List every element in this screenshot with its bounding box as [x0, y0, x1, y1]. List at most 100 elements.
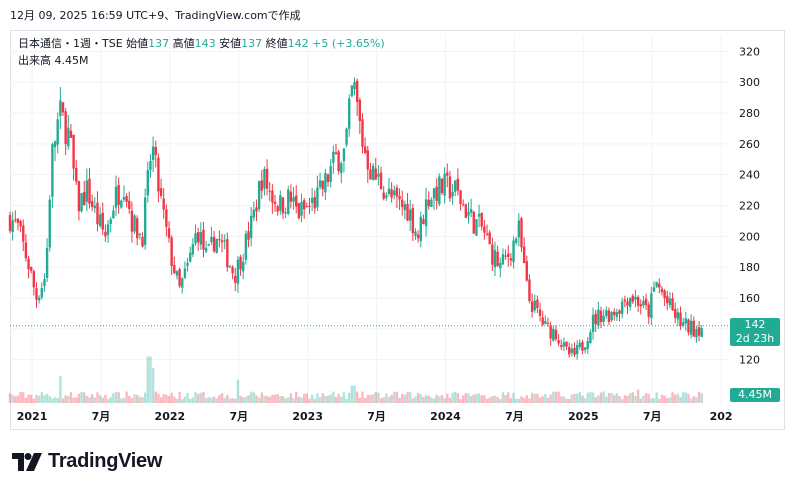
volume-bar: [509, 398, 513, 403]
volume-bar: [318, 397, 322, 403]
candle-body: [128, 200, 131, 210]
volume-bar: [273, 394, 277, 403]
candle-body: [56, 119, 59, 145]
volume-bar: [8, 393, 12, 403]
ohlc-legend: 日本通信・1週・TSE 始値137 高値143 安値137 終値142 +5 (…: [18, 35, 385, 51]
volume-bar: [530, 392, 534, 403]
candle-body: [51, 144, 54, 197]
volume-bar: [51, 398, 54, 403]
candle-body: [411, 208, 415, 234]
candle-body: [159, 188, 163, 197]
candle-body: [615, 311, 619, 317]
candle-body: [281, 197, 285, 214]
volume-bar: [149, 356, 152, 403]
candle-body: [403, 204, 407, 211]
candle-body: [668, 298, 672, 306]
candle-body: [607, 310, 611, 323]
candle-body: [165, 209, 168, 227]
volume-bar: [11, 394, 14, 403]
candle-body: [583, 347, 587, 351]
volume-bar: [385, 393, 388, 403]
candle-body: [136, 218, 139, 239]
candle-body: [459, 190, 462, 204]
volume-bar: [226, 394, 229, 403]
candle-body: [522, 246, 526, 263]
candle-body: [191, 244, 195, 255]
candle-body: [663, 290, 666, 299]
volume-bar: [573, 393, 576, 403]
volume-bar: [382, 397, 385, 403]
candle-body: [406, 203, 409, 221]
volume-bar: [22, 392, 25, 403]
volume-bar: [557, 391, 560, 403]
candle-body: [122, 197, 126, 200]
volume-bar: [374, 392, 377, 403]
candle-body: [231, 267, 234, 274]
candle-body: [655, 281, 658, 287]
change-value: +5 (+3.65%): [312, 37, 385, 50]
candle-body: [496, 251, 499, 266]
candle-body: [578, 342, 581, 347]
candle-body: [355, 80, 359, 102]
volume-bar: [681, 392, 685, 403]
volume-label: 出来高: [18, 54, 51, 67]
candle-body: [104, 231, 107, 237]
x-tick-label: 2025: [568, 410, 599, 423]
volume-bar: [96, 392, 99, 403]
candle-body: [297, 203, 301, 219]
volume-bar: [98, 395, 102, 403]
candle-body: [106, 224, 110, 235]
volume-bar: [350, 385, 354, 403]
candle-body: [178, 269, 181, 287]
candle-body: [623, 299, 627, 302]
volume-bar: [64, 395, 67, 403]
candle-body: [350, 85, 354, 96]
candle-body: [305, 206, 309, 208]
price-chart[interactable]: 120140160180200220240260280300320 20217月…: [0, 0, 795, 440]
candle-body: [621, 301, 624, 314]
volume-bar: [125, 391, 128, 403]
candle-body: [477, 213, 481, 217]
candle-body: [112, 210, 115, 219]
tradingview-logo[interactable]: TradingView: [12, 450, 162, 473]
candle-body: [220, 240, 224, 243]
volume-bar: [173, 396, 176, 403]
volume-bar: [16, 395, 20, 403]
candle-body: [45, 248, 49, 278]
candle-body: [72, 134, 75, 169]
volume-bar: [189, 398, 192, 403]
candle-body: [363, 146, 367, 153]
volume-bar: [358, 397, 362, 403]
candle-body: [313, 197, 316, 209]
volume-bar: [234, 398, 237, 403]
volume-bar: [395, 391, 399, 403]
volume-bar: [136, 394, 139, 403]
candle-body: [308, 206, 311, 208]
volume-bar: [618, 396, 621, 403]
candle-body: [432, 188, 436, 199]
volume-bar: [615, 393, 619, 403]
volume-bar: [544, 393, 547, 403]
volume-bar: [220, 393, 224, 403]
volume-bar: [432, 398, 436, 403]
candle-body: [101, 212, 104, 230]
last-price-badge: 142 2d 23h: [730, 317, 780, 346]
volume-bar: [594, 397, 597, 403]
y-tick-label: 280: [739, 107, 760, 120]
candle-body: [236, 259, 240, 284]
candle-body: [83, 191, 86, 206]
candle-body: [151, 146, 155, 160]
candle-body: [390, 189, 393, 198]
volume-bar: [610, 392, 613, 403]
volume-bar: [348, 392, 351, 403]
volume-bar: [130, 397, 134, 403]
volume-bar: [287, 397, 290, 403]
bar-countdown: 2d 23h: [735, 331, 775, 345]
candle-body: [263, 168, 266, 189]
candle-body: [512, 240, 515, 263]
volume-bar: [671, 392, 674, 403]
volume-bar: [628, 393, 632, 403]
y-tick-label: 200: [739, 230, 760, 243]
volume-bar: [689, 398, 693, 403]
candle-body: [284, 212, 287, 214]
